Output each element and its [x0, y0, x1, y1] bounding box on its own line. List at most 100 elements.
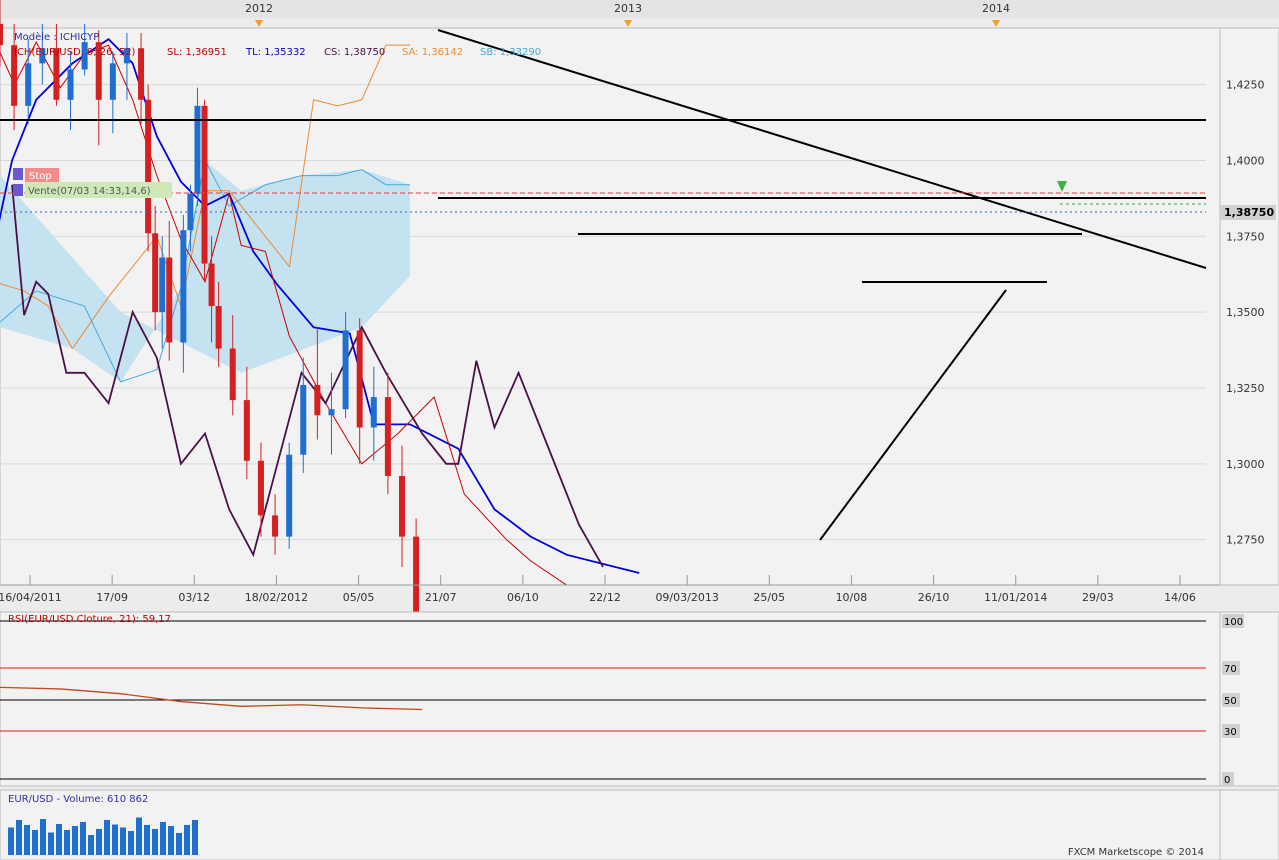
candle-body — [314, 384, 321, 416]
candle-body — [53, 48, 60, 100]
legend-sl: SL: 1,36951 — [167, 47, 227, 58]
candle-body — [81, 42, 88, 70]
volume-panel: EUR/USD - Volume: 610 862 FXCM Marketsco… — [0, 789, 1279, 860]
y-tick-label: 1,3750 — [1226, 230, 1265, 243]
volume-bars — [8, 817, 198, 855]
trendline-descending[interactable] — [437, 29, 1207, 269]
vente-tag-label: Vente(07/03 14:33,14,6) — [28, 186, 151, 197]
candle-body — [208, 263, 215, 307]
trendline-ascending[interactable] — [819, 289, 1007, 541]
x-tick-label: 06/10 — [507, 591, 539, 604]
candle-body — [194, 105, 201, 194]
candle-body — [0, 23, 3, 46]
volume-bar — [40, 819, 46, 855]
candle-body — [215, 306, 222, 349]
candle-body — [257, 460, 264, 516]
candle-body — [229, 348, 236, 401]
x-tick-label: 11/01/2014 — [984, 591, 1047, 604]
price-y-axis-labels: 1,4250 1,4000 1,3750 1,3500 1,3250 1,3000 1,27… — [1226, 79, 1265, 547]
stop-tag[interactable] — [25, 168, 59, 183]
candle-body — [138, 48, 145, 100]
candle-body — [180, 230, 187, 343]
volume-bar — [48, 832, 54, 855]
candle-body — [384, 397, 391, 476]
y-tick-label: 1,3250 — [1226, 382, 1265, 395]
candle-body — [145, 99, 152, 234]
rsi-legend: RSI(EUR/USD.Cloture, 21): 59,17 — [8, 614, 171, 625]
x-tick-label: 03/12 — [178, 591, 210, 604]
year-marker-2013-icon[interactable] — [624, 20, 632, 27]
candle-body — [95, 42, 102, 100]
y-tick-label: 1,2750 — [1226, 534, 1265, 547]
candle-body — [370, 397, 377, 428]
rsi-axis-50: 50 — [1224, 696, 1237, 707]
candle-body — [166, 257, 173, 343]
volume-bar — [24, 825, 30, 855]
volume-bar — [176, 833, 182, 855]
price-legend: Modèle : ICHICYP ICH(EUR/USD, 9, 26, 52)… — [14, 31, 541, 58]
legend-ichimoku: ICH(EUR/USD, 9, 26, 52) — [14, 47, 136, 58]
stop-tag-label: Stop — [29, 171, 52, 182]
volume-bar — [192, 820, 198, 855]
order-tags: Stop Vente(07/03 14:33,14,6) — [13, 168, 172, 198]
legend-sa: SA: 1,36142 — [402, 47, 463, 58]
volume-bar — [16, 820, 22, 855]
x-tick-label: 18/02/2012 — [245, 591, 308, 604]
volume-bar — [144, 825, 150, 855]
year-marker-2012-icon[interactable] — [255, 20, 263, 27]
stop-tag-marker-icon — [13, 168, 23, 180]
price-panel: Modèle : ICHICYP ICH(EUR/USD, 9, 26, 52)… — [0, 0, 1221, 677]
rsi-axis-0: 0 — [1224, 775, 1230, 786]
year-label-2012: 2012 — [245, 2, 273, 15]
chikou-line — [11, 184, 604, 568]
volume-bar — [8, 827, 14, 855]
legend-cs: CS: 1,38750 — [324, 47, 385, 58]
price-axis: 1,4250 1,4000 1,3750 1,3500 1,3250 1,3000 1,27… — [1219, 27, 1279, 586]
x-tick-label: 14/06 — [1164, 591, 1196, 604]
candle-body — [342, 330, 349, 410]
volume-bar — [112, 824, 118, 855]
x-tick-label: 29/03 — [1082, 591, 1114, 604]
volume-bar — [32, 830, 38, 855]
candles — [0, 0, 420, 677]
x-tick-label: 22/12 — [589, 591, 621, 604]
rsi-axis-70: 70 — [1224, 664, 1237, 675]
sell-signal-arrow-icon[interactable] — [1057, 181, 1067, 192]
senkou-b-line — [0, 158, 411, 383]
volume-bar — [168, 826, 174, 855]
candle-body — [123, 48, 130, 64]
x-tick-label: 26/10 — [918, 591, 950, 604]
volume-bar — [184, 825, 190, 855]
volume-bar — [64, 830, 70, 855]
volume-bar — [72, 826, 78, 855]
candle-body — [328, 409, 335, 416]
candle-body — [243, 400, 250, 461]
candle-body — [67, 69, 74, 100]
candle-body — [413, 536, 420, 646]
candle-body — [159, 257, 166, 313]
vente-tag-marker-icon — [13, 184, 23, 196]
candle-body — [399, 475, 405, 537]
timeline-header: 2012 2013 2014 — [0, 0, 1279, 27]
candle-body — [25, 63, 32, 106]
volume-bar — [120, 827, 126, 855]
rsi-axis-100: 100 — [1224, 617, 1243, 628]
volume-bar — [56, 824, 62, 855]
year-marker-2014-icon[interactable] — [992, 20, 1000, 27]
candle-body — [39, 48, 46, 64]
x-tick-label: 09/03/2013 — [655, 591, 718, 604]
candle-body — [109, 63, 116, 100]
y-tick-label: 1,4000 — [1226, 154, 1265, 167]
price-x-axis: 16/04/2011 17/09 03/12 18/02/2012 05/05 21/07… — [0, 575, 1220, 604]
volume-bar — [152, 829, 158, 855]
rsi-line — [0, 686, 423, 711]
year-label-2013: 2013 — [614, 2, 642, 15]
legend-model: Modèle : ICHICYP — [14, 31, 99, 43]
copyright: FXCM Marketscope © 2014 — [1068, 847, 1204, 858]
candle-body — [300, 384, 307, 455]
x-tick-label: 25/05 — [753, 591, 785, 604]
last-price-badge — [1220, 205, 1276, 220]
vente-tag[interactable] — [25, 182, 172, 198]
x-tick-label: 21/07 — [425, 591, 457, 604]
